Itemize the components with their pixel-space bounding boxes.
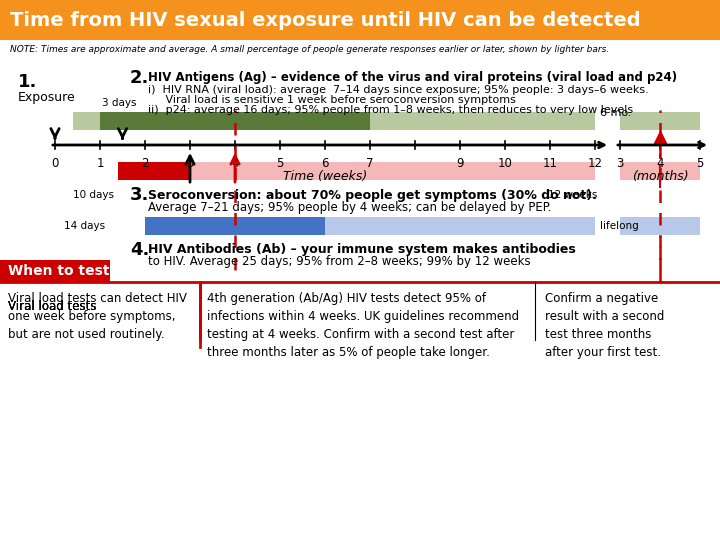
- Text: 1.: 1.: [18, 73, 37, 91]
- Text: Time (weeks): Time (weeks): [283, 170, 367, 183]
- FancyBboxPatch shape: [0, 0, 720, 40]
- Text: to HIV. Average 25 days; 95% from 2–8 weeks; 99% by 12 weeks: to HIV. Average 25 days; 95% from 2–8 we…: [148, 255, 531, 268]
- Text: 2.: 2.: [130, 69, 149, 87]
- Text: Viral load is sensitive 1 week before seroconversion symptoms: Viral load is sensitive 1 week before se…: [148, 95, 516, 105]
- Text: 2: 2: [141, 157, 149, 170]
- Text: 4.: 4.: [130, 241, 149, 259]
- FancyBboxPatch shape: [145, 217, 325, 235]
- Text: 9: 9: [456, 157, 464, 170]
- Text: 5: 5: [276, 157, 284, 170]
- Text: i)  HIV RNA (viral load): average  7–14 days since exposure; 95% people: 3 days–: i) HIV RNA (viral load): average 7–14 da…: [148, 85, 649, 95]
- Text: 4th generation (Ab/Ag) HIV tests detect 95% of
infections within 4 weeks. UK gui: 4th generation (Ab/Ag) HIV tests detect …: [207, 292, 519, 359]
- Text: 7: 7: [366, 157, 374, 170]
- Text: Seroconversion: about 70% people get symptoms (30% do not).: Seroconversion: about 70% people get sym…: [148, 188, 597, 201]
- Text: 0: 0: [51, 157, 59, 170]
- FancyBboxPatch shape: [620, 162, 700, 180]
- FancyBboxPatch shape: [100, 112, 370, 130]
- FancyBboxPatch shape: [145, 217, 595, 235]
- Text: Average 7–21 days; 95% people by 4 weeks; can be delayed by PEP.: Average 7–21 days; 95% people by 4 weeks…: [148, 200, 552, 213]
- Text: 14 days: 14 days: [64, 221, 105, 231]
- FancyBboxPatch shape: [0, 260, 110, 282]
- Text: 12 weeks: 12 weeks: [548, 190, 597, 200]
- Text: 1: 1: [96, 157, 104, 170]
- Text: 11: 11: [542, 157, 557, 170]
- Text: Viral load tests: Viral load tests: [8, 300, 100, 313]
- FancyBboxPatch shape: [620, 217, 700, 235]
- Text: HIV Antigens (Ag) – evidence of the virus and viral proteins (viral load and p24: HIV Antigens (Ag) – evidence of the viru…: [148, 71, 677, 84]
- Text: lifelong: lifelong: [600, 221, 639, 231]
- Text: NOTE: Times are approximate and average. A small percentage of people generate r: NOTE: Times are approximate and average.…: [10, 45, 609, 55]
- Text: 3: 3: [616, 157, 624, 170]
- Text: Confirm a negative
result with a second
test three months
after your first test.: Confirm a negative result with a second …: [545, 292, 665, 359]
- Text: 12: 12: [588, 157, 603, 170]
- Text: 10 days: 10 days: [73, 190, 114, 200]
- Text: Exposure: Exposure: [18, 91, 76, 104]
- Text: HIV Antibodies (Ab) – your immune system makes antibodies: HIV Antibodies (Ab) – your immune system…: [148, 244, 576, 256]
- FancyBboxPatch shape: [620, 112, 700, 130]
- Text: 3.: 3.: [130, 186, 149, 204]
- FancyBboxPatch shape: [73, 112, 595, 130]
- Text: 6: 6: [321, 157, 329, 170]
- Text: Viral load tests: Viral load tests: [8, 300, 100, 313]
- Text: 3: 3: [186, 157, 194, 170]
- Text: 4: 4: [656, 157, 664, 170]
- Text: 4: 4: [231, 157, 239, 170]
- Text: Viral load tests can detect HIV
one week before symptoms,
but are not used routi: Viral load tests can detect HIV one week…: [8, 292, 187, 341]
- Text: 3 days: 3 days: [102, 98, 137, 108]
- Text: Viral load tests: Viral load tests: [8, 300, 100, 313]
- Text: 6 mo.: 6 mo.: [600, 108, 631, 118]
- Text: 5: 5: [696, 157, 703, 170]
- FancyBboxPatch shape: [118, 162, 595, 180]
- Text: Time from HIV sexual exposure until HIV can be detected: Time from HIV sexual exposure until HIV …: [10, 10, 641, 30]
- Text: 10: 10: [498, 157, 513, 170]
- FancyBboxPatch shape: [118, 162, 190, 180]
- FancyBboxPatch shape: [100, 112, 190, 130]
- Text: When to test: When to test: [8, 264, 109, 278]
- Text: (months): (months): [631, 170, 688, 183]
- Text: ii)  p24: average 16 days; 95% people from 1–8 weeks, then reduces to very low l: ii) p24: average 16 days; 95% people fro…: [148, 105, 633, 115]
